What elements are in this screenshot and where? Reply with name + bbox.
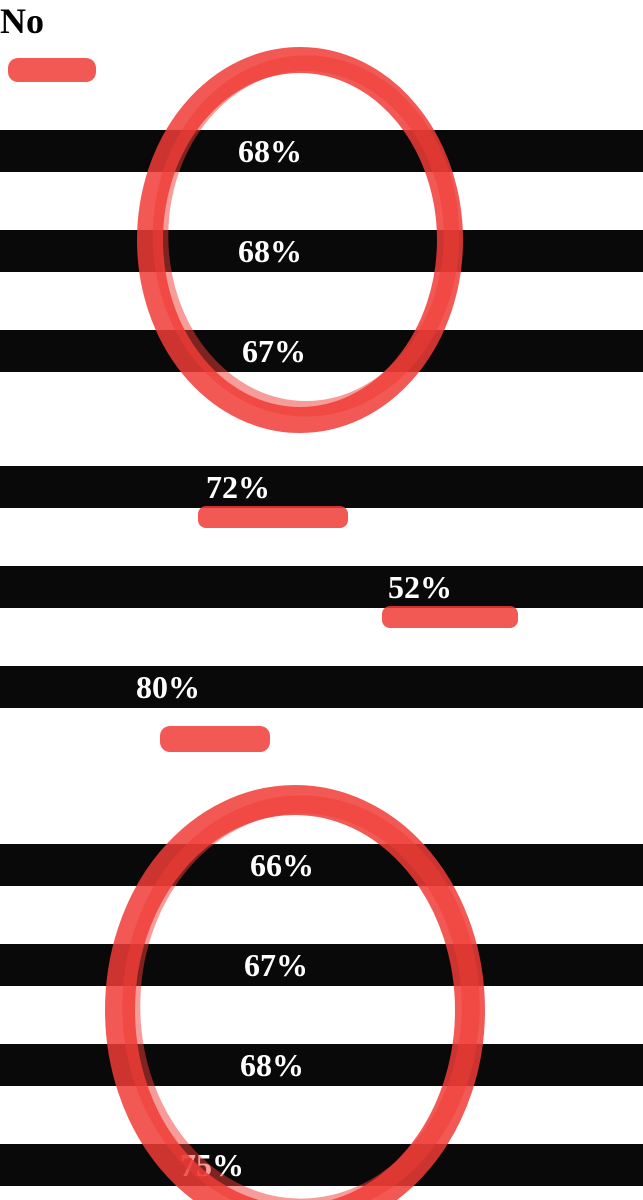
annotation-underline: [160, 726, 270, 752]
data-bar: 72%: [0, 466, 643, 508]
data-bar: 80%: [0, 666, 643, 708]
bar-value-label: 75%: [180, 1147, 244, 1184]
data-bar: 67%: [0, 944, 643, 986]
bar-value-label: 52%: [388, 569, 452, 606]
bar-value-label: 67%: [242, 333, 306, 370]
data-bar: 75%: [0, 1144, 643, 1186]
bar-value-label: 66%: [250, 847, 314, 884]
annotation-underline: [198, 506, 348, 528]
data-bar: 68%: [0, 230, 643, 272]
bar-value-label: 68%: [238, 133, 302, 170]
column-header-no: No: [0, 0, 44, 42]
data-bar: 67%: [0, 330, 643, 372]
bar-value-label: 80%: [136, 669, 200, 706]
data-bar: 52%: [0, 566, 643, 608]
data-bar: 68%: [0, 130, 643, 172]
bar-value-label: 68%: [240, 1047, 304, 1084]
data-bar: 68%: [0, 1044, 643, 1086]
bar-value-label: 68%: [238, 233, 302, 270]
data-bar: 66%: [0, 844, 643, 886]
bar-value-label: 72%: [206, 469, 270, 506]
bar-value-label: 67%: [244, 947, 308, 984]
annotation-underline: [382, 606, 518, 628]
annotation-underline: [8, 58, 96, 82]
